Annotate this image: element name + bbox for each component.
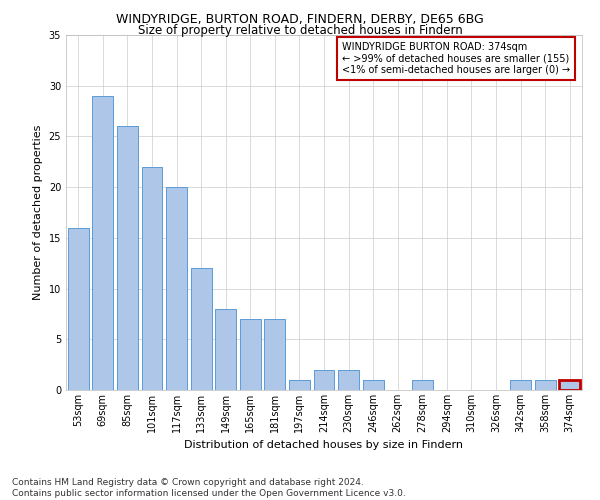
Bar (117, 126, 138, 390)
Bar (191, 268, 212, 390)
Bar (289, 380, 310, 390)
Text: WINDYRIDGE BURTON ROAD: 374sqm
← >99% of detached houses are smaller (155)
<1% o: WINDYRIDGE BURTON ROAD: 374sqm ← >99% of… (342, 42, 570, 76)
Bar (535, 380, 556, 390)
Text: Size of property relative to detached houses in Findern: Size of property relative to detached ho… (137, 24, 463, 37)
Bar (510, 380, 531, 390)
Bar (314, 370, 334, 390)
Bar (215, 309, 236, 390)
Y-axis label: Number of detached properties: Number of detached properties (33, 125, 43, 300)
Bar (362, 380, 383, 390)
Text: WINDYRIDGE, BURTON ROAD, FINDERN, DERBY, DE65 6BG: WINDYRIDGE, BURTON ROAD, FINDERN, DERBY,… (116, 12, 484, 26)
Text: Contains HM Land Registry data © Crown copyright and database right 2024.
Contai: Contains HM Land Registry data © Crown c… (12, 478, 406, 498)
Bar (338, 370, 359, 390)
Bar (240, 319, 261, 390)
Bar (142, 167, 163, 390)
Bar (412, 380, 433, 390)
Bar (559, 380, 580, 390)
Bar (92, 96, 113, 390)
Bar (265, 319, 286, 390)
Bar (68, 228, 89, 390)
Bar (166, 187, 187, 390)
X-axis label: Distribution of detached houses by size in Findern: Distribution of detached houses by size … (185, 440, 464, 450)
